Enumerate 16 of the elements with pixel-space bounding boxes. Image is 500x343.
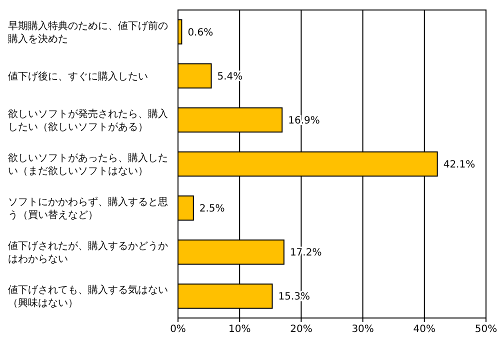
x-tick-label: 50%: [474, 324, 498, 336]
y-tick-label: 値下げされても、購入する気はない（興味はない）: [8, 284, 168, 310]
x-tick-label: 10%: [228, 324, 251, 336]
y-tick-label: 欲しいソフトがあったら、購入したい（まだ欲しいソフトはない）: [8, 152, 168, 177]
y-tick-label: ソフトにかかわらず、購入すると思う（買い替えなど）: [8, 196, 168, 222]
x-tick-label: 0%: [170, 324, 186, 336]
data-label: 2.5%: [199, 204, 225, 215]
x-tick-label: 20%: [290, 324, 312, 336]
y-tick-label: 早期購入特典のために、値下げ前の購入を決めた: [8, 20, 168, 45]
x-tick-label: 30%: [352, 324, 374, 336]
y-tick-label: 値下げされたが、購入するかどうかはわからない: [8, 240, 168, 266]
data-label: 0.6%: [188, 27, 214, 38]
x-tick-label: 40%: [413, 324, 436, 336]
data-label: 42.1%: [443, 160, 476, 170]
y-tick-label: 値下げ後に、すぐに購入したい: [8, 70, 148, 82]
y-tick-label: 欲しいソフトが発売されたら、購入したい（欲しいソフトがある）: [8, 108, 168, 133]
